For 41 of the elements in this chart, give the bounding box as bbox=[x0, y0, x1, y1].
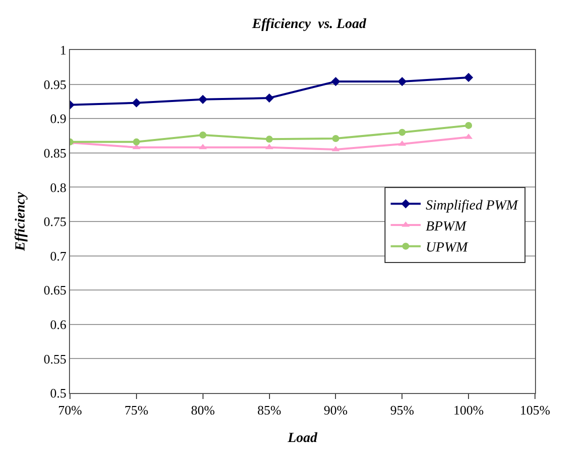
y-tick-label: 0.6 bbox=[50, 316, 67, 332]
x-tick-label: 75% bbox=[124, 402, 149, 418]
x-tick-label: 85% bbox=[257, 402, 282, 418]
y-tick-label: 0.7 bbox=[50, 248, 67, 264]
point bbox=[398, 77, 407, 86]
point bbox=[199, 132, 206, 139]
y-tick-label: 0.8 bbox=[50, 180, 66, 195]
x-axis-title: Load bbox=[286, 430, 318, 446]
point bbox=[198, 144, 207, 150]
legend-label: UPWM bbox=[426, 240, 470, 256]
y-tick-label: 0.55 bbox=[44, 351, 66, 366]
point bbox=[332, 146, 340, 152]
point bbox=[398, 140, 406, 146]
x-tick-label: 95% bbox=[390, 402, 414, 418]
y-tick-label: 0.85 bbox=[44, 145, 66, 160]
legend-label: Simplified PWM bbox=[426, 198, 520, 214]
y-tick-label: 0.9 bbox=[50, 111, 66, 126]
x-tick-label: 80% bbox=[190, 402, 215, 418]
point bbox=[264, 93, 274, 103]
point bbox=[332, 134, 340, 142]
y-tick-label: 1 bbox=[60, 42, 66, 58]
point bbox=[265, 144, 274, 150]
legend-label: BPWM bbox=[426, 219, 468, 234]
point bbox=[266, 136, 273, 143]
x-tick-label: 90% bbox=[324, 402, 348, 418]
y-tick-label: 0.95 bbox=[44, 76, 66, 92]
y-axis-title: Efficiency bbox=[13, 191, 28, 252]
x-tick-label: 100% bbox=[453, 402, 484, 418]
point bbox=[198, 94, 208, 104]
point bbox=[465, 122, 472, 129]
point bbox=[398, 128, 406, 136]
x-tick-label: 105% bbox=[520, 402, 550, 418]
point bbox=[331, 77, 340, 86]
x-tick-label: 70% bbox=[58, 402, 82, 418]
chart-title: Efficiency vs. Load bbox=[251, 16, 368, 32]
point bbox=[132, 98, 141, 108]
point bbox=[464, 72, 474, 82]
y-tick-label: 0.75 bbox=[44, 214, 66, 230]
y-tick-label: 0.65 bbox=[44, 282, 66, 298]
point bbox=[132, 138, 140, 146]
y-tick-label: 0.5 bbox=[50, 386, 66, 401]
